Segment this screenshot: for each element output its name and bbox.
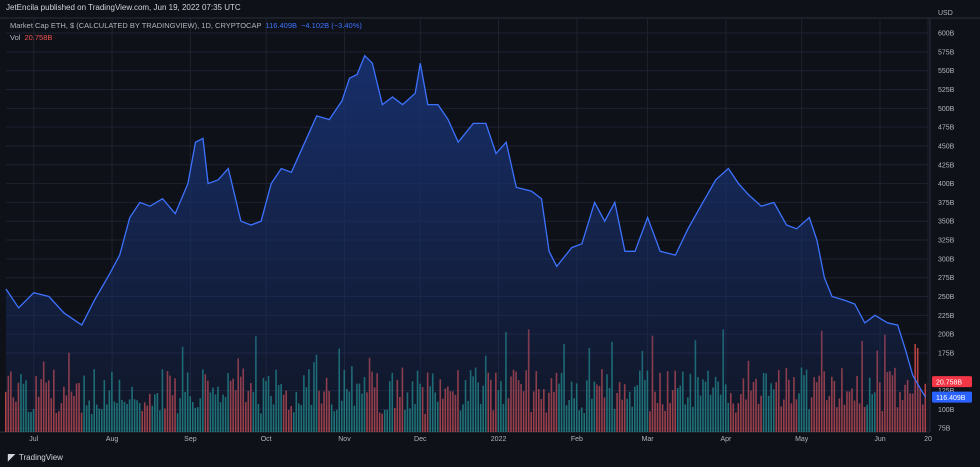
y-tick-label: 375B [938,200,955,207]
x-tick-label: Sep [184,436,197,443]
x-tick-label: Apr [720,436,732,443]
last-price-tag: 116.409B [932,391,972,403]
y-tick-label: 525B [938,87,955,94]
legend-last-value: 116.409B [265,21,298,30]
y-tick-label: 475B [938,125,955,132]
y-tick-label: 75B [938,426,951,433]
y-tick-label: 350B [938,219,955,226]
x-tick-label: Jun [874,436,885,443]
x-tick-label: Nov [338,436,351,443]
legend: Market Cap ETH, $ (CALCULATED BY TRADING… [10,20,362,44]
legend-symbol[interactable]: Market Cap ETH, $ (CALCULATED BY TRADING… [10,21,262,30]
y-tick-label: 100B [938,407,955,414]
y-tick-label: 250B [938,294,955,301]
x-tick-label: 20 [924,436,932,443]
x-tick-label: Jul [29,436,38,443]
y-tick-label: 225B [938,313,955,320]
y-tick-label: 450B [938,143,955,150]
y-tick-label: 550B [938,68,955,75]
volume-price-tag: 20.758B [932,376,972,388]
y-tick-label: 600B [938,31,955,38]
x-tick-label: Mar [642,436,655,443]
y-tick-label: 275B [938,275,955,282]
x-tick-label: Dec [414,436,427,443]
price-tag-label: 20.758B [936,379,962,386]
y-tick-label: 300B [938,256,955,263]
legend-volume-row: Vol 20.758B [10,32,362,44]
x-tick-label: Feb [571,436,583,443]
market-cap-area [6,55,926,432]
y-tick-label: 500B [938,106,955,113]
y-tick-label: 175B [938,350,955,357]
price-tag-bg [932,376,972,388]
currency-label: USD [938,10,953,17]
x-tick-label: May [795,436,809,443]
publisher-line: JetEncila published on TradingView.com, … [6,3,241,12]
legend-volume-value: 20.758B [24,33,53,42]
volume-bar [5,391,7,432]
price-tag-bg [932,391,972,403]
y-tick-label: 575B [938,49,955,56]
y-tick-label: 425B [938,162,955,169]
y-tick-label: 400B [938,181,955,188]
price-tag-label: 116.409B [936,395,966,402]
x-tick-label: Oct [261,436,272,443]
y-tick-label: 200B [938,332,955,339]
x-tick-label: 2022 [491,436,507,443]
legend-volume-label[interactable]: Vol [10,33,21,42]
tradingview-logo-icon: ◤ [8,452,15,462]
legend-change: −4.102B (−3.40%) [301,21,362,30]
y-tick-label: 325B [938,238,955,245]
footer-brand: TradingView [18,453,63,462]
market-cap-line [5,54,927,398]
footer[interactable]: ◤ TradingView [8,452,63,463]
x-tick-label: Aug [106,436,119,443]
legend-main-row: Market Cap ETH, $ (CALCULATED BY TRADING… [10,20,362,32]
